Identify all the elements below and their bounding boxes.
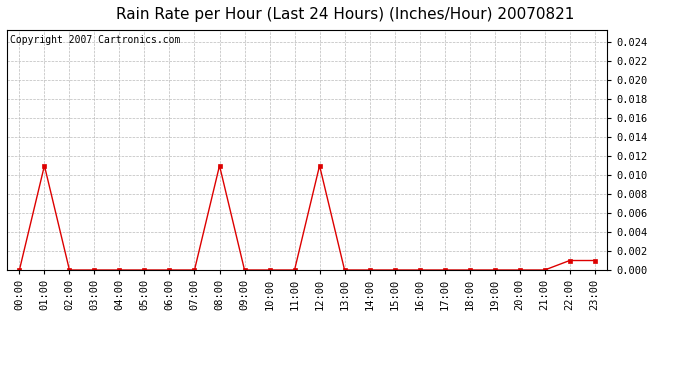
Text: Copyright 2007 Cartronics.com: Copyright 2007 Cartronics.com bbox=[10, 35, 180, 45]
Text: Rain Rate per Hour (Last 24 Hours) (Inches/Hour) 20070821: Rain Rate per Hour (Last 24 Hours) (Inch… bbox=[116, 8, 574, 22]
